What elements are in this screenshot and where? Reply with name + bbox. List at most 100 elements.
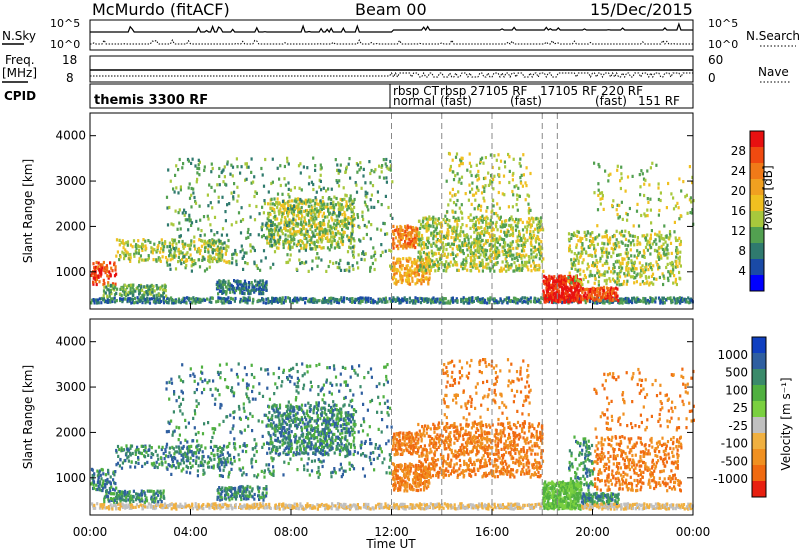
data-cell xyxy=(289,299,292,303)
data-cell xyxy=(199,218,202,222)
data-cell xyxy=(330,201,333,206)
data-cell xyxy=(240,206,243,210)
data-cell xyxy=(144,301,147,305)
data-cell xyxy=(482,176,486,181)
data-cell xyxy=(482,300,485,304)
data-cell xyxy=(123,293,126,297)
data-cell xyxy=(224,502,227,506)
data-cell xyxy=(100,268,103,272)
cpid-entry-fast-3: (fast) xyxy=(595,94,627,108)
data-cell xyxy=(666,248,669,252)
data-cell xyxy=(316,245,319,249)
data-cell xyxy=(577,261,580,265)
data-cell xyxy=(262,292,265,296)
data-cell xyxy=(473,264,476,268)
data-cell xyxy=(563,277,566,281)
data-cell xyxy=(553,291,556,295)
colorbar-swatch xyxy=(750,243,764,260)
data-cell xyxy=(425,242,428,247)
data-cell xyxy=(129,259,132,263)
data-cell xyxy=(608,236,612,240)
data-cell xyxy=(277,238,280,242)
data-cell xyxy=(110,299,113,303)
data-cell xyxy=(94,279,97,283)
data-cell xyxy=(147,502,150,506)
data-cell xyxy=(138,260,141,264)
data-cell xyxy=(255,204,258,209)
data-cell xyxy=(206,242,209,246)
data-cell xyxy=(194,505,197,509)
data-cell xyxy=(393,281,396,285)
data-cell xyxy=(158,257,162,261)
data-cell xyxy=(275,296,278,301)
data-cell xyxy=(312,199,315,203)
data-cell xyxy=(458,177,461,181)
data-cell xyxy=(661,298,664,303)
data-cell xyxy=(646,298,649,303)
data-cell xyxy=(153,505,156,509)
data-cell xyxy=(419,263,422,267)
data-cell xyxy=(134,505,137,509)
data-cell xyxy=(119,287,122,291)
data-cell xyxy=(626,279,629,283)
data-cell xyxy=(520,181,523,185)
data-cell xyxy=(418,231,421,235)
data-cell xyxy=(542,289,545,293)
data-cell xyxy=(480,249,483,253)
data-cell xyxy=(584,295,587,299)
data-cell xyxy=(598,299,601,303)
data-cell xyxy=(396,225,399,229)
data-cell xyxy=(129,283,132,287)
data-cell xyxy=(186,243,189,247)
data-cell xyxy=(343,197,346,201)
data-cell xyxy=(249,291,252,295)
data-cell xyxy=(292,222,295,226)
data-cell xyxy=(234,506,237,510)
data-cell xyxy=(288,221,291,225)
data-cell xyxy=(215,504,219,508)
data-cell xyxy=(351,228,354,232)
data-cell xyxy=(403,232,406,236)
data-cell xyxy=(233,291,236,295)
data-cell xyxy=(499,297,502,301)
data-cell xyxy=(606,255,609,259)
data-cell xyxy=(428,265,431,269)
data-cell xyxy=(307,204,310,208)
data-cell xyxy=(397,297,400,301)
data-cell xyxy=(408,300,411,304)
data-cell xyxy=(530,223,533,227)
data-cell xyxy=(643,193,646,198)
data-cell xyxy=(271,221,274,225)
data-cell xyxy=(504,252,507,256)
data-cell xyxy=(504,257,507,261)
data-cell xyxy=(312,182,315,187)
data-cell xyxy=(428,251,431,255)
data-cell xyxy=(417,236,420,240)
data-cell xyxy=(669,296,672,300)
data-cell xyxy=(239,503,242,507)
data-cell xyxy=(202,255,205,260)
data-cell xyxy=(427,255,430,259)
data-cell xyxy=(624,237,628,241)
data-cell xyxy=(318,185,321,189)
data-cell xyxy=(586,287,589,291)
data-cell xyxy=(422,250,425,255)
data-cell xyxy=(183,208,186,212)
data-cell xyxy=(529,300,532,304)
data-cell xyxy=(190,257,193,261)
data-cell xyxy=(589,269,592,274)
data-cell xyxy=(600,250,604,254)
date-label: 15/Dec/2015 xyxy=(590,0,693,19)
data-cell xyxy=(471,241,474,245)
data-cell xyxy=(287,234,290,238)
data-cell xyxy=(155,258,158,262)
data-cell xyxy=(341,198,344,202)
data-cell xyxy=(268,231,271,235)
data-cell xyxy=(544,294,547,298)
data-cell xyxy=(389,159,392,164)
data-cell xyxy=(631,301,634,305)
data-cell xyxy=(411,230,414,235)
data-cell xyxy=(123,283,126,287)
data-cell xyxy=(583,234,587,238)
data-cell xyxy=(577,259,580,263)
